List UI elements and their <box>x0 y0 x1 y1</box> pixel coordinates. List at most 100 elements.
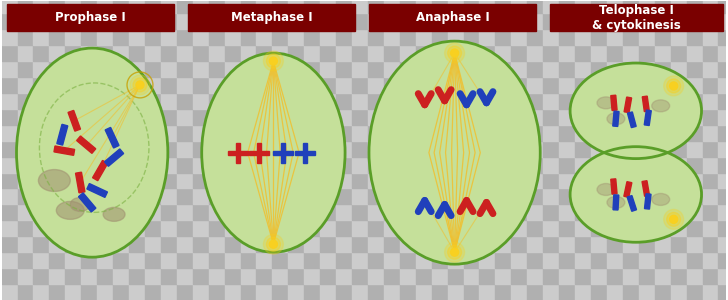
Circle shape <box>264 51 283 71</box>
Bar <box>320 188 336 204</box>
Bar <box>1 220 17 236</box>
Bar <box>511 13 527 29</box>
Bar <box>288 109 304 125</box>
Bar <box>145 157 161 172</box>
Bar <box>288 204 304 220</box>
Ellipse shape <box>652 194 670 206</box>
Bar <box>225 157 240 172</box>
Bar <box>161 0 177 13</box>
Bar <box>272 172 288 188</box>
Bar <box>256 220 272 236</box>
Bar <box>670 188 687 204</box>
Polygon shape <box>613 195 619 210</box>
Bar <box>288 284 304 300</box>
Bar <box>352 29 368 45</box>
Bar <box>113 220 129 236</box>
Bar <box>416 284 432 300</box>
Bar <box>464 220 480 236</box>
Bar <box>225 188 240 204</box>
Bar <box>225 220 240 236</box>
Bar <box>352 220 368 236</box>
Bar <box>177 29 193 45</box>
Bar <box>209 109 225 125</box>
Bar <box>670 236 687 252</box>
Bar <box>66 77 82 93</box>
Bar <box>719 13 728 29</box>
Bar <box>193 188 209 204</box>
Bar <box>543 29 559 45</box>
Bar <box>670 284 687 300</box>
Polygon shape <box>68 110 81 131</box>
Bar <box>193 77 209 93</box>
Bar <box>591 125 607 141</box>
Bar <box>368 13 384 29</box>
Bar <box>480 252 496 268</box>
Bar <box>288 29 304 45</box>
Bar <box>432 188 448 204</box>
Bar <box>161 13 177 29</box>
Bar <box>654 61 670 77</box>
Bar <box>416 45 432 61</box>
Bar <box>177 172 193 188</box>
Bar <box>193 141 209 157</box>
Bar <box>654 29 670 45</box>
Bar <box>654 141 670 157</box>
Bar <box>464 284 480 300</box>
Bar <box>719 109 728 125</box>
Bar <box>607 125 623 141</box>
Bar <box>225 29 240 45</box>
Circle shape <box>664 209 684 229</box>
Bar <box>480 125 496 141</box>
Bar <box>288 172 304 188</box>
Bar <box>272 61 288 77</box>
Bar <box>480 109 496 125</box>
Bar <box>543 125 559 141</box>
Bar <box>66 252 82 268</box>
Bar <box>7 4 174 31</box>
Bar <box>670 29 687 45</box>
Bar <box>496 29 511 45</box>
Bar <box>607 252 623 268</box>
Bar <box>50 157 66 172</box>
Bar <box>17 252 33 268</box>
Bar <box>607 45 623 61</box>
Bar <box>240 93 256 109</box>
Bar <box>480 29 496 45</box>
Bar <box>188 4 355 31</box>
Bar <box>50 188 66 204</box>
Bar <box>129 157 145 172</box>
Bar <box>719 204 728 220</box>
Bar <box>352 0 368 13</box>
Bar <box>448 220 464 236</box>
Bar <box>703 157 719 172</box>
Bar <box>654 172 670 188</box>
Bar <box>719 93 728 109</box>
Polygon shape <box>281 143 285 163</box>
Bar <box>272 109 288 125</box>
Bar <box>17 188 33 204</box>
Bar <box>559 93 575 109</box>
Bar <box>400 220 416 236</box>
Bar <box>304 93 320 109</box>
Circle shape <box>448 46 462 60</box>
Polygon shape <box>611 95 617 110</box>
Bar <box>511 236 527 252</box>
Bar <box>129 125 145 141</box>
Bar <box>320 204 336 220</box>
Bar <box>209 29 225 45</box>
Bar <box>225 284 240 300</box>
Bar <box>50 93 66 109</box>
Bar <box>654 284 670 300</box>
Bar <box>527 13 543 29</box>
Bar <box>432 13 448 29</box>
Bar <box>304 0 320 13</box>
Bar <box>352 284 368 300</box>
Bar <box>654 13 670 29</box>
Bar <box>50 236 66 252</box>
Bar <box>368 236 384 252</box>
Bar <box>336 220 352 236</box>
Bar <box>336 141 352 157</box>
Bar <box>33 284 50 300</box>
Bar <box>432 0 448 13</box>
Bar <box>240 204 256 220</box>
